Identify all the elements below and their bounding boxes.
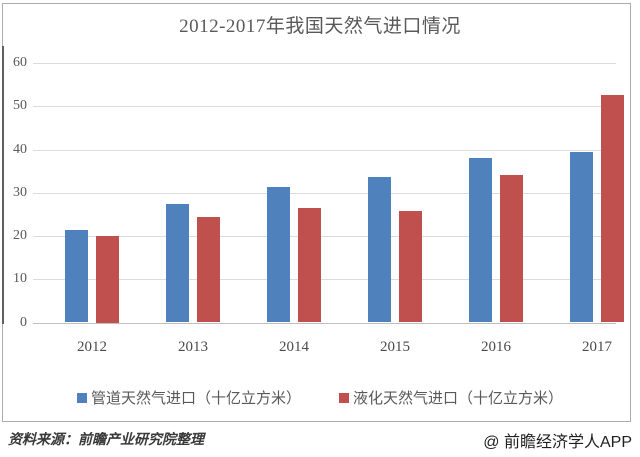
legend-swatch-icon	[339, 392, 349, 403]
x-axis-line	[33, 322, 616, 324]
legend-label: 液化天然气进口（十亿立方米）	[353, 391, 564, 407]
gridline-20	[33, 236, 616, 237]
y-axis-label: 50	[13, 98, 27, 114]
gridline-60	[33, 63, 616, 64]
bar-pipeline-2014	[267, 187, 290, 323]
legend-swatch-icon	[76, 392, 87, 403]
x-axis-label-2014: 2014	[279, 339, 309, 355]
bar-pipeline-2013	[166, 203, 189, 323]
y-axis-label: 60	[13, 55, 27, 70]
source-note: 资料来源：前瞻产业研究院整理	[8, 433, 204, 448]
legend-item-pipeline: 管道天然气进口（十亿立方米）	[76, 387, 301, 408]
y-axis-label: 0	[20, 314, 27, 330]
gridline-50	[33, 106, 616, 108]
chart-title: 2012-2017年我国天然气进口情况	[179, 16, 461, 37]
bar-pipeline-2016	[469, 158, 492, 323]
bar-lng-2013	[197, 216, 220, 323]
bar-lng-2015	[399, 211, 422, 323]
x-axis-label-2013: 2013	[178, 339, 208, 355]
bar-pipeline-2015	[368, 177, 391, 323]
y-axis-label: 40	[13, 141, 27, 157]
y-axis-label: 20	[13, 228, 27, 243]
gridline-10	[33, 279, 616, 281]
x-axis-label-2012: 2012	[77, 339, 107, 355]
bar-pipeline-2017	[570, 152, 593, 323]
bar-lng-2016	[500, 174, 523, 323]
x-axis-label-2015: 2015	[380, 339, 410, 355]
bar-lng-2012	[96, 236, 119, 323]
legend: 管道天然气进口（十亿立方米） 液化天然气进口（十亿立方米）	[0, 387, 640, 408]
y-axis-label: 10	[13, 271, 27, 287]
x-axis-label-2017: 2017	[582, 339, 612, 355]
legend-label: 管道天然气进口（十亿立方米）	[90, 391, 301, 407]
bar-pipeline-2012	[65, 229, 88, 323]
bar-lng-2017	[601, 95, 624, 323]
x-axis-label-2016: 2016	[481, 339, 511, 355]
bar-lng-2014	[298, 207, 321, 323]
y-axis-line	[2, 46, 4, 324]
legend-item-lng: 液化天然气进口（十亿立方米）	[339, 387, 563, 408]
watermark: @ 前瞻经济学人APP	[483, 434, 632, 451]
y-axis-label: 30	[13, 184, 27, 200]
gridline-30	[33, 192, 616, 194]
gridline-40	[33, 149, 616, 151]
